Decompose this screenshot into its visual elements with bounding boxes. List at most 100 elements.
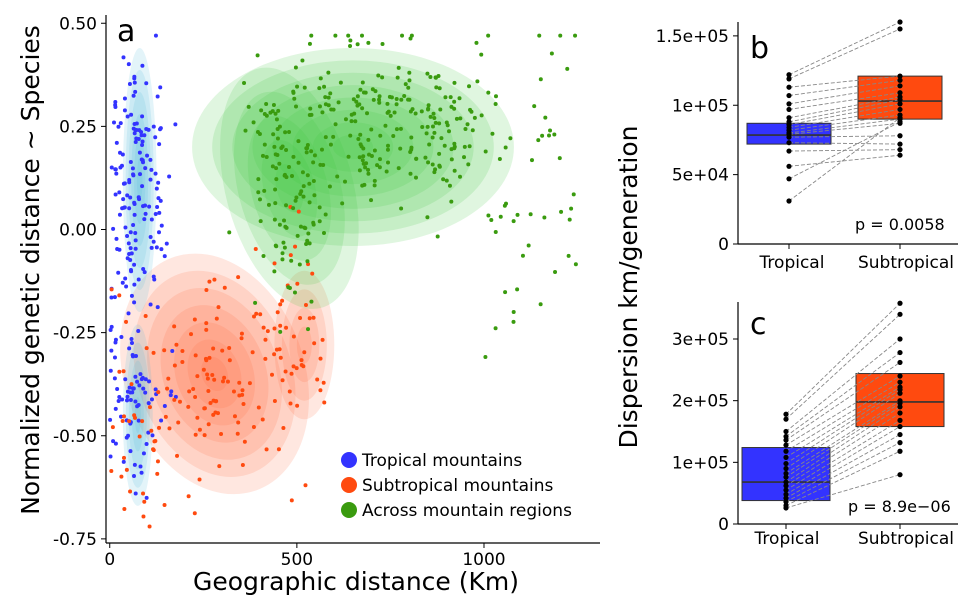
- scatter-point-subtropical: [220, 348, 225, 353]
- scatter-point-tropical: [131, 93, 136, 98]
- scatter-point-subtropical: [119, 474, 124, 479]
- scatter-point-across: [470, 128, 475, 133]
- scatter-point-subtropical: [216, 305, 221, 310]
- scatter-point-across: [425, 215, 430, 220]
- scatter-point-across: [307, 200, 312, 205]
- scatter-point-across: [303, 226, 308, 231]
- scatter-point-across: [377, 94, 382, 99]
- scatter-point-subtropical: [193, 395, 198, 400]
- scatter-point-tropical: [142, 217, 147, 222]
- scatter-point-tropical: [139, 377, 144, 382]
- scatter-point-across: [511, 310, 516, 315]
- scatter-point-subtropical: [143, 314, 148, 319]
- scatter-point-tropical: [128, 160, 133, 165]
- panel-b-category-label: Tropical: [759, 253, 825, 273]
- scatter-point-across: [346, 154, 351, 159]
- scatter-point-across: [428, 74, 433, 79]
- scatter-point-across: [278, 329, 283, 334]
- scatter-point-subtropical: [272, 352, 277, 357]
- scatter-point-across: [463, 126, 468, 131]
- scatter-point-subtropical: [204, 288, 209, 293]
- point-tropical: [783, 499, 789, 505]
- scatter-point-across: [300, 170, 305, 175]
- scatter-point-subtropical: [311, 315, 316, 320]
- scatter-point-tropical: [141, 386, 146, 391]
- scatter-point-across: [298, 224, 303, 229]
- scatter-point-subtropical: [236, 275, 241, 280]
- scatter-point-subtropical: [258, 312, 263, 317]
- scatter-point-tropical: [122, 96, 127, 101]
- scatter-point-across: [380, 75, 385, 80]
- scatter-point-subtropical: [110, 425, 115, 430]
- scatter-point-subtropical: [202, 406, 207, 411]
- scatter-point-tropical: [156, 180, 161, 185]
- scatter-point-across: [271, 132, 276, 137]
- pair-line: [785, 392, 901, 469]
- scatter-point-across: [282, 218, 287, 223]
- scatter-point-across: [273, 187, 278, 192]
- scatter-point-across: [301, 194, 306, 199]
- scatter-point-across: [398, 126, 403, 131]
- scatter-point-subtropical: [128, 489, 133, 494]
- scatter-point-tropical: [151, 124, 156, 129]
- scatter-point-across: [295, 84, 300, 89]
- scatter-point-tropical: [123, 377, 128, 382]
- scatter-point-across: [396, 166, 401, 171]
- density-layer: [120, 48, 514, 506]
- scatter-point-across: [532, 104, 537, 109]
- scatter-point-across: [369, 154, 374, 159]
- scatter-point-subtropical: [157, 425, 162, 430]
- scatter-point-subtropical: [275, 310, 280, 315]
- scatter-point-tropical: [118, 165, 123, 170]
- scatter-point-across: [361, 146, 366, 151]
- point-subtropical: [897, 101, 903, 107]
- pair-line: [785, 426, 901, 495]
- scatter-point-across: [348, 38, 353, 43]
- point-subtropical: [897, 349, 903, 356]
- scatter-point-tropical: [133, 230, 138, 235]
- scatter-point-subtropical: [289, 371, 294, 376]
- scatter-point-tropical: [129, 293, 134, 298]
- scatter-point-across: [286, 285, 291, 290]
- scatter-point-across: [454, 116, 459, 121]
- scatter-point-subtropical: [180, 360, 185, 365]
- scatter-point-tropical: [117, 247, 122, 252]
- density-contour: [312, 122, 394, 172]
- scatter-point-subtropical: [121, 369, 126, 374]
- pair-line: [788, 114, 901, 131]
- scatter-point-across: [571, 192, 576, 197]
- scatter-point-tropical: [122, 181, 127, 186]
- density-contour: [147, 287, 282, 460]
- scatter-point-subtropical: [147, 524, 152, 529]
- scatter-point-across: [369, 127, 374, 132]
- scatter-point-across: [274, 244, 279, 249]
- point-tropical: [783, 416, 789, 422]
- panel-a-letter: a: [117, 14, 135, 49]
- scatter-point-tropical: [141, 266, 146, 271]
- scatter-point-across: [558, 33, 563, 38]
- scatter-point-across: [301, 184, 306, 189]
- scatter-point-subtropical: [260, 417, 265, 422]
- scatter-point-subtropical: [263, 337, 268, 342]
- scatter-point-across: [426, 160, 431, 165]
- point-tropical: [783, 428, 789, 435]
- scatter-point-across: [272, 269, 277, 274]
- scatter-point-across: [246, 104, 251, 109]
- scatter-point-subtropical: [192, 511, 197, 516]
- x-tick-label: 0: [104, 550, 115, 570]
- scatter-point-across: [388, 113, 393, 118]
- scatter-point-subtropical: [235, 431, 240, 436]
- scatter-point-across: [385, 143, 390, 148]
- scatter-point-tropical: [136, 418, 141, 423]
- scatter-point-across: [353, 119, 358, 124]
- scatter-point-across: [537, 33, 542, 38]
- point-subtropical: [897, 386, 903, 393]
- scatter-point-across: [372, 183, 377, 188]
- scatter-point-tropical: [117, 395, 122, 400]
- pair-line: [788, 118, 901, 134]
- scatter-point-across: [357, 155, 362, 160]
- scatter-point-across: [433, 120, 438, 125]
- scatter-point-subtropical: [220, 379, 225, 384]
- scatter-point-subtropical: [291, 334, 296, 339]
- scatter-point-tropical: [158, 85, 163, 90]
